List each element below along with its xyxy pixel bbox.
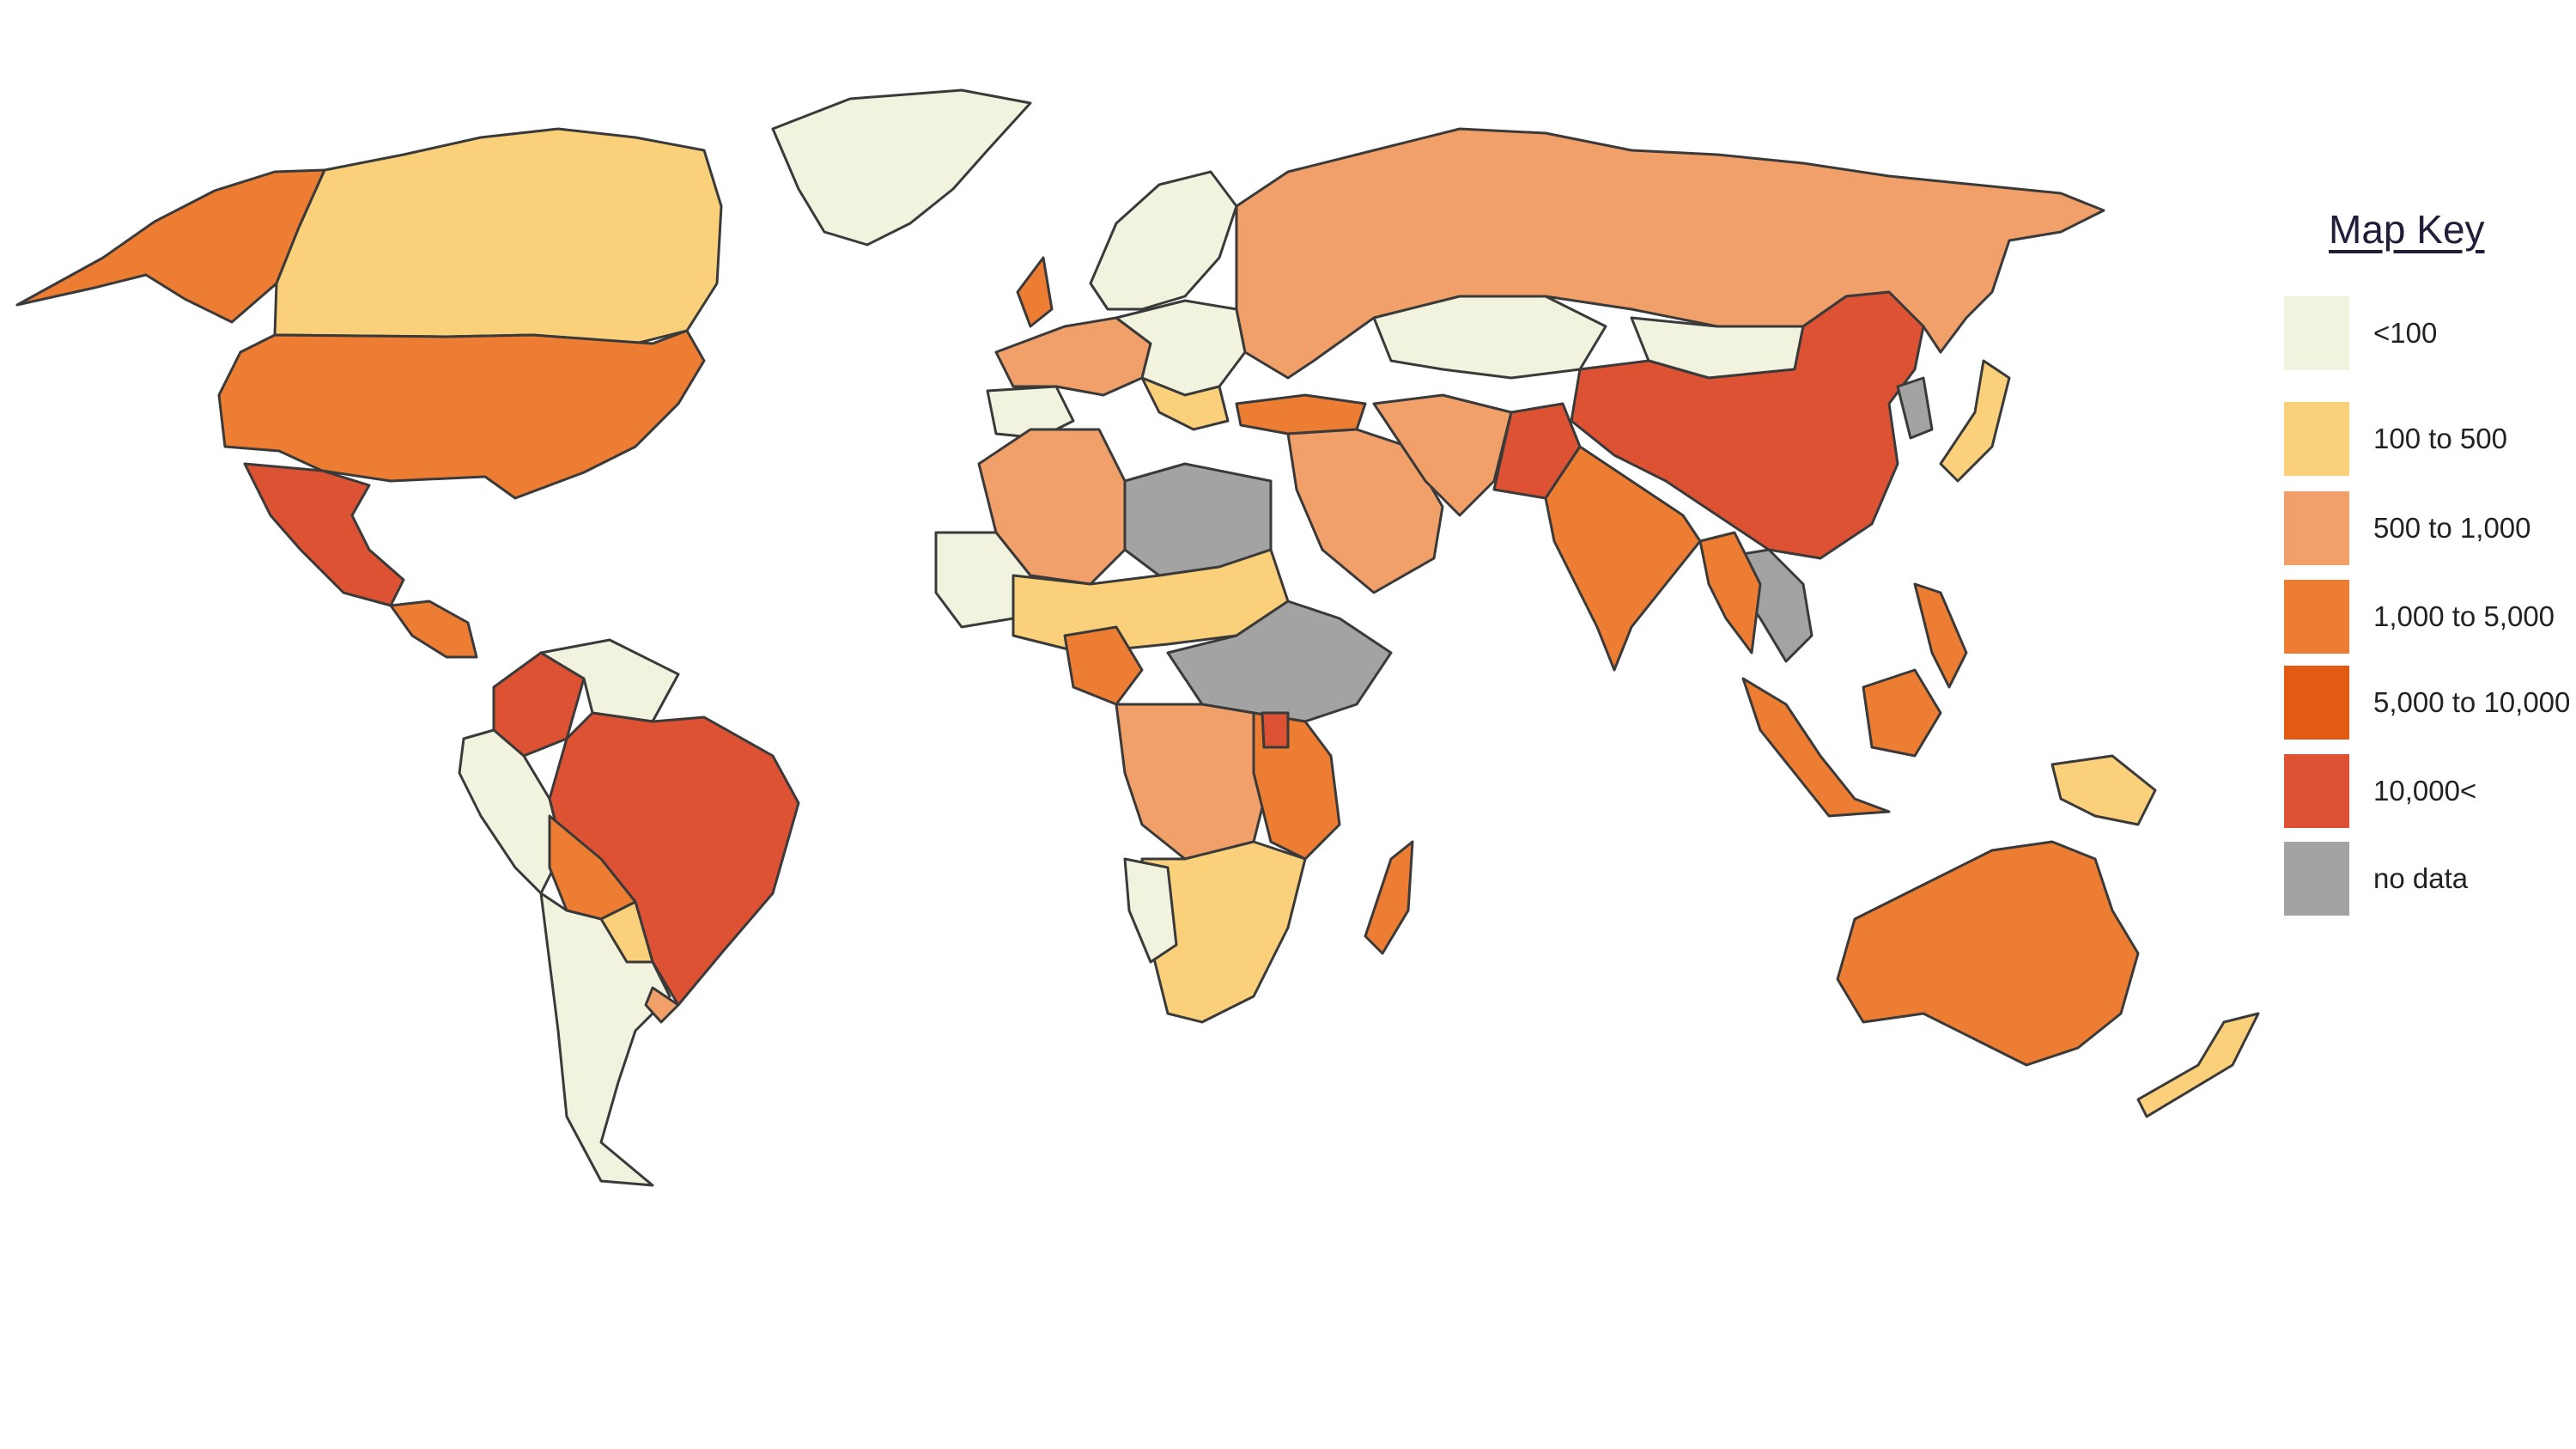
legend-item: 100 to 500 [2284,402,2507,476]
indonesia-shape [1741,677,1891,818]
india-shape [1544,445,1702,672]
usa-shape [217,329,706,500]
korea-shape [1896,376,1934,440]
legend-swatch [2284,754,2349,828]
legend-title: Map Key [2329,207,2485,252]
legend-swatch [2284,666,2349,740]
legend-item: 1,000 to 5,000 [2284,580,2555,654]
argentina-chile-shape [539,892,671,1187]
middle-east-shape [1286,428,1444,594]
southern-africa-shape [1140,840,1307,1024]
legend-swatch [2284,296,2349,370]
canada-shape [273,127,723,345]
legend-label: 500 to 1,000 [2373,512,2531,544]
madagascar-shape [1364,840,1414,955]
legend-label: no data [2373,862,2469,894]
china-shape [1570,290,1925,560]
legend-swatch [2284,402,2349,476]
legend-swatch [2284,491,2349,565]
uk-shape [1016,256,1054,328]
legend-label: 100 to 500 [2373,423,2507,454]
central-america-shape [389,600,478,659]
nigeria-shape [1063,625,1144,706]
greenland-shape [771,88,1032,247]
east-africa-shape [1252,711,1341,861]
legend-label: 10,000< [2373,775,2477,807]
scandinavia-shape [1089,170,1238,311]
myanmar-shape [1698,531,1762,654]
legend-swatch [2284,842,2349,916]
central-africa-shape [1115,703,1273,861]
japan-shape [1939,359,2011,483]
uganda-shape [1261,711,1290,749]
legend-swatch [2284,580,2349,654]
new-zealand-shape [2136,1012,2260,1118]
namibia-shape [1123,857,1178,964]
legend-item: <100 [2284,296,2437,370]
borneo-shape [1862,668,1942,758]
balkans-shape [1140,376,1230,431]
mexico-shape [243,462,405,607]
legend-label: 1,000 to 5,000 [2373,600,2555,632]
map-legend: Map Key <100 100 to 500 500 to 1,000 1,000 … [2275,206,2570,916]
legend-label: <100 [2373,317,2438,349]
iran-afghanistan-shape [1372,393,1513,517]
australia-shape [1836,840,2140,1067]
legend-label: 5,000 to 10,000 [2373,686,2571,718]
peru-shape [458,728,564,895]
new-guinea-shape [2050,754,2157,826]
kazakhstan-shape [1372,295,1607,380]
legend-item: 500 to 1,000 [2284,491,2531,565]
legend-item: 5,000 to 10,000 [2284,666,2570,740]
turkey-shape [1235,393,1367,435]
west-europe-shape [994,316,1152,397]
philippines-shape [1913,582,1968,689]
legend-item: 10,000< [2284,754,2476,828]
legend-item: no data [2284,842,2468,916]
uruguay-shape [644,986,680,1024]
